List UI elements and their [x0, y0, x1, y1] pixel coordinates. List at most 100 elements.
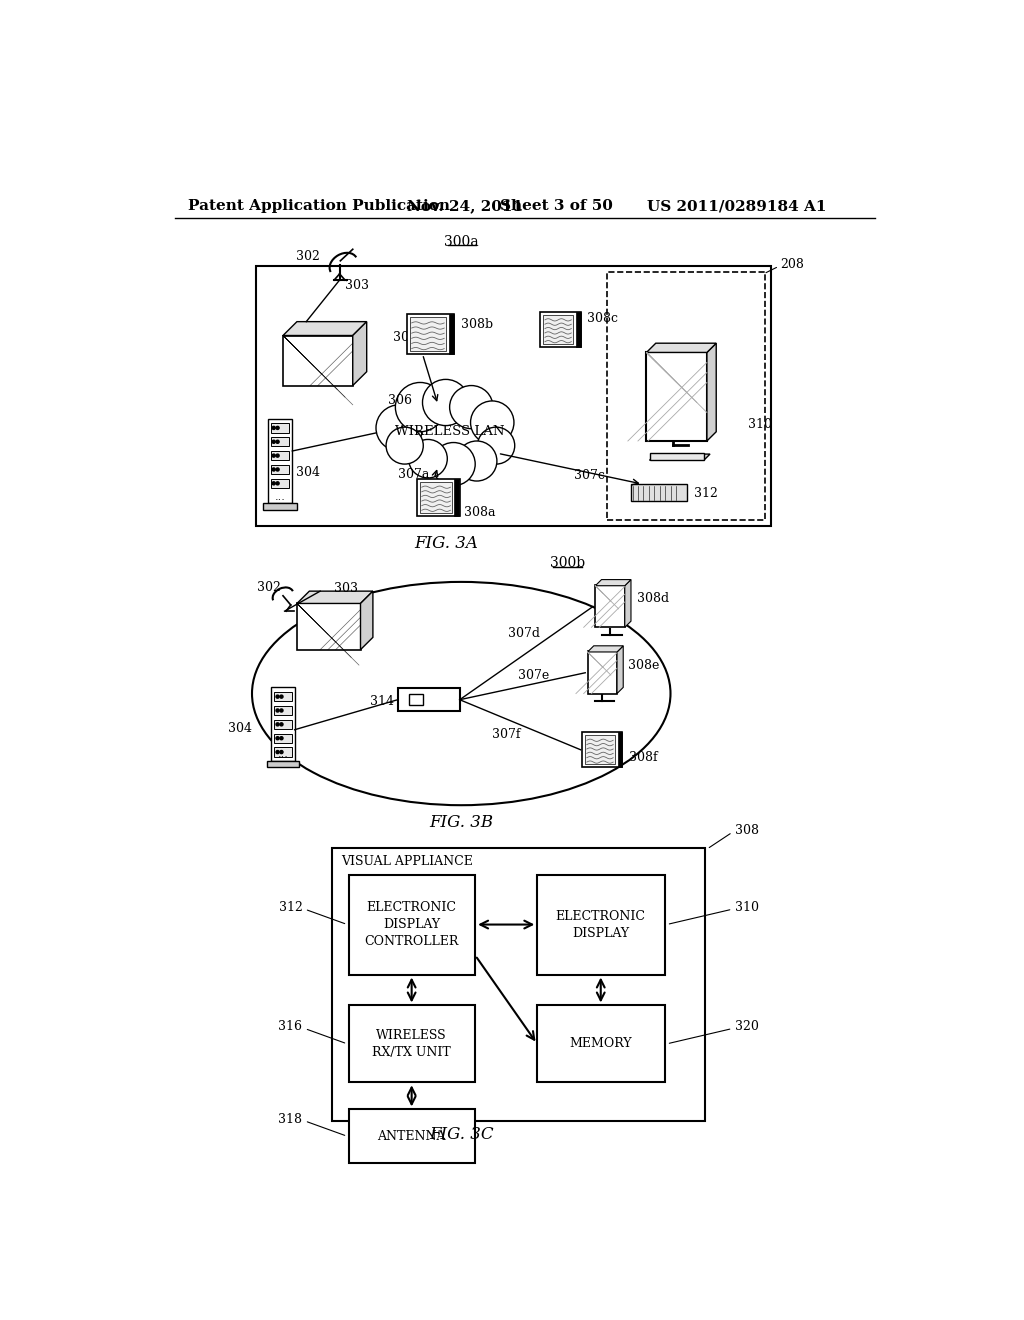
Circle shape [395, 383, 445, 432]
Circle shape [272, 441, 275, 444]
Bar [270, 451, 289, 461]
Bar [588, 651, 617, 693]
Bar [583, 733, 623, 767]
Bar [267, 418, 292, 503]
Circle shape [457, 441, 497, 480]
Text: ...: ... [278, 750, 289, 759]
Polygon shape [625, 579, 631, 627]
Text: VISUAL APPLIANCE: VISUAL APPLIANCE [341, 855, 473, 869]
Bar [538, 1006, 665, 1082]
Text: 300b: 300b [550, 556, 585, 570]
Circle shape [280, 723, 283, 726]
Circle shape [276, 441, 280, 444]
Text: 306: 306 [388, 395, 412, 408]
Circle shape [276, 751, 280, 754]
Text: 308: 308 [735, 824, 759, 837]
Bar [349, 1109, 475, 1163]
Text: MEMORY: MEMORY [569, 1038, 632, 1051]
Circle shape [423, 379, 469, 425]
Text: 307c: 307c [573, 469, 604, 482]
Text: FIG. 3C: FIG. 3C [429, 1126, 494, 1143]
Bar [397, 688, 460, 711]
Bar [270, 465, 289, 474]
Bar [283, 335, 352, 385]
Text: 308f: 308f [630, 751, 658, 764]
Bar [631, 484, 687, 502]
Bar [274, 747, 292, 756]
Bar [270, 479, 289, 488]
Bar [544, 314, 572, 345]
Circle shape [276, 709, 280, 711]
Bar [420, 482, 452, 512]
Text: 308d: 308d [637, 593, 670, 606]
Bar [541, 312, 581, 347]
Polygon shape [588, 645, 624, 652]
Bar [263, 503, 297, 510]
Circle shape [432, 442, 475, 486]
Polygon shape [283, 322, 367, 335]
Text: 303: 303 [334, 582, 358, 594]
Text: 307e: 307e [518, 669, 549, 682]
Bar [256, 267, 771, 527]
Text: ELECTRONIC
DISPLAY
CONTROLLER: ELECTRONIC DISPLAY CONTROLLER [365, 902, 459, 948]
Bar [607, 272, 765, 520]
Text: 314: 314 [370, 694, 394, 708]
Bar [297, 603, 360, 649]
Text: Sheet 3 of 50: Sheet 3 of 50 [500, 199, 613, 213]
Circle shape [280, 709, 283, 711]
Bar [575, 312, 581, 347]
Bar [538, 874, 665, 974]
Polygon shape [352, 322, 367, 385]
Circle shape [272, 426, 275, 429]
Text: 303: 303 [345, 279, 369, 292]
Text: WIRELESS LAN: WIRELESS LAN [395, 425, 505, 438]
Bar [274, 706, 292, 715]
Circle shape [386, 428, 423, 465]
Ellipse shape [252, 582, 671, 805]
Circle shape [376, 405, 423, 451]
Circle shape [276, 482, 280, 484]
Bar [449, 314, 454, 354]
Circle shape [276, 696, 280, 698]
Bar [271, 688, 295, 760]
Circle shape [471, 401, 514, 444]
Circle shape [450, 385, 493, 429]
Polygon shape [649, 454, 710, 461]
Polygon shape [617, 645, 624, 693]
Text: 307a: 307a [397, 467, 429, 480]
Text: FIG. 3A: FIG. 3A [414, 535, 477, 552]
Text: 308a: 308a [464, 506, 495, 519]
Circle shape [276, 723, 280, 726]
Polygon shape [360, 591, 373, 649]
Bar [410, 317, 445, 351]
Circle shape [409, 440, 447, 478]
Bar [274, 692, 292, 701]
Circle shape [276, 469, 280, 471]
Bar [266, 760, 299, 767]
Bar [349, 1006, 475, 1082]
Text: 308c: 308c [587, 312, 617, 325]
Text: 300a: 300a [444, 235, 478, 248]
Bar [417, 479, 460, 516]
Text: FIG. 3B: FIG. 3B [429, 813, 494, 830]
Polygon shape [707, 343, 716, 441]
Circle shape [280, 737, 283, 739]
Circle shape [276, 454, 280, 457]
Circle shape [276, 737, 280, 739]
Circle shape [272, 469, 275, 471]
Text: 302: 302 [257, 581, 282, 594]
Bar [455, 479, 459, 516]
Circle shape [272, 454, 275, 457]
Text: Nov. 24, 2011: Nov. 24, 2011 [407, 199, 523, 213]
Bar [332, 847, 706, 1121]
Text: WIRELESS
RX/TX UNIT: WIRELESS RX/TX UNIT [373, 1028, 451, 1059]
Text: 308b: 308b [461, 318, 494, 331]
Bar [586, 735, 614, 764]
Bar [270, 424, 289, 433]
Bar [274, 719, 292, 729]
Bar [617, 733, 623, 767]
Polygon shape [595, 579, 631, 586]
Text: 302: 302 [296, 251, 321, 264]
Bar [349, 874, 475, 974]
Text: 308e: 308e [628, 659, 659, 672]
